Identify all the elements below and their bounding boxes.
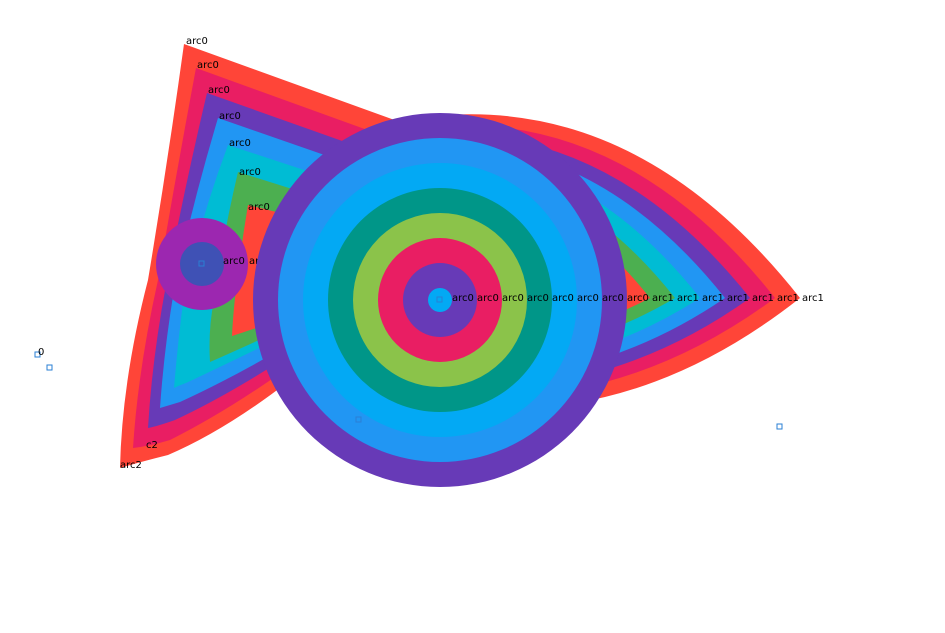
center-marker [436, 296, 443, 303]
circle-label: arc0 [477, 293, 499, 304]
label-row: arc0 arc0 arc0 arc0 arc0 arc0 arc0 arc0 … [452, 293, 824, 304]
lens-label: arc1 [652, 293, 674, 304]
circle-label: arc0 [452, 293, 474, 304]
circle-label: arc0 [627, 293, 649, 304]
triangle-label: arc0 [219, 111, 241, 122]
triangle-label: arc0 [186, 36, 208, 47]
lens-label: arc1 [702, 293, 724, 304]
small-circle-label: arc [249, 256, 265, 267]
concentric-circle-group [253, 113, 627, 487]
circle-label: arc0 [502, 293, 524, 304]
lens-label: arc1 [802, 293, 824, 304]
stray-markers: 0 [34, 347, 783, 430]
circle-label: arc0 [552, 293, 574, 304]
center-marker [198, 260, 205, 267]
triangle-label: arc0 [239, 167, 261, 178]
triangle-label: arc0 [229, 138, 251, 149]
marker-point [34, 351, 41, 358]
circle-label: arc0 [602, 293, 624, 304]
circle-label: arc0 [527, 293, 549, 304]
marker-point [46, 364, 53, 371]
marker-point [355, 416, 362, 423]
edge-label: 0 [38, 347, 44, 358]
lens-label: arc1 [777, 293, 799, 304]
lens-label: arc1 [677, 293, 699, 304]
small-circle-inner [180, 242, 224, 286]
triangle-label: arc0 [197, 60, 219, 71]
small-circle-group: arc0 arc [156, 218, 265, 310]
edge-label: c2 [146, 440, 158, 451]
edge-label: arc2 [120, 460, 142, 471]
triangle-label: arc0 [208, 85, 230, 96]
small-circle-label: arc0 [223, 256, 245, 267]
circle-ring-8 [428, 288, 452, 312]
marker-point [776, 423, 783, 430]
triangle-label: arc0 [248, 202, 270, 213]
lens-label: arc1 [752, 293, 774, 304]
lens-label: arc1 [727, 293, 749, 304]
circle-label: arc0 [577, 293, 599, 304]
